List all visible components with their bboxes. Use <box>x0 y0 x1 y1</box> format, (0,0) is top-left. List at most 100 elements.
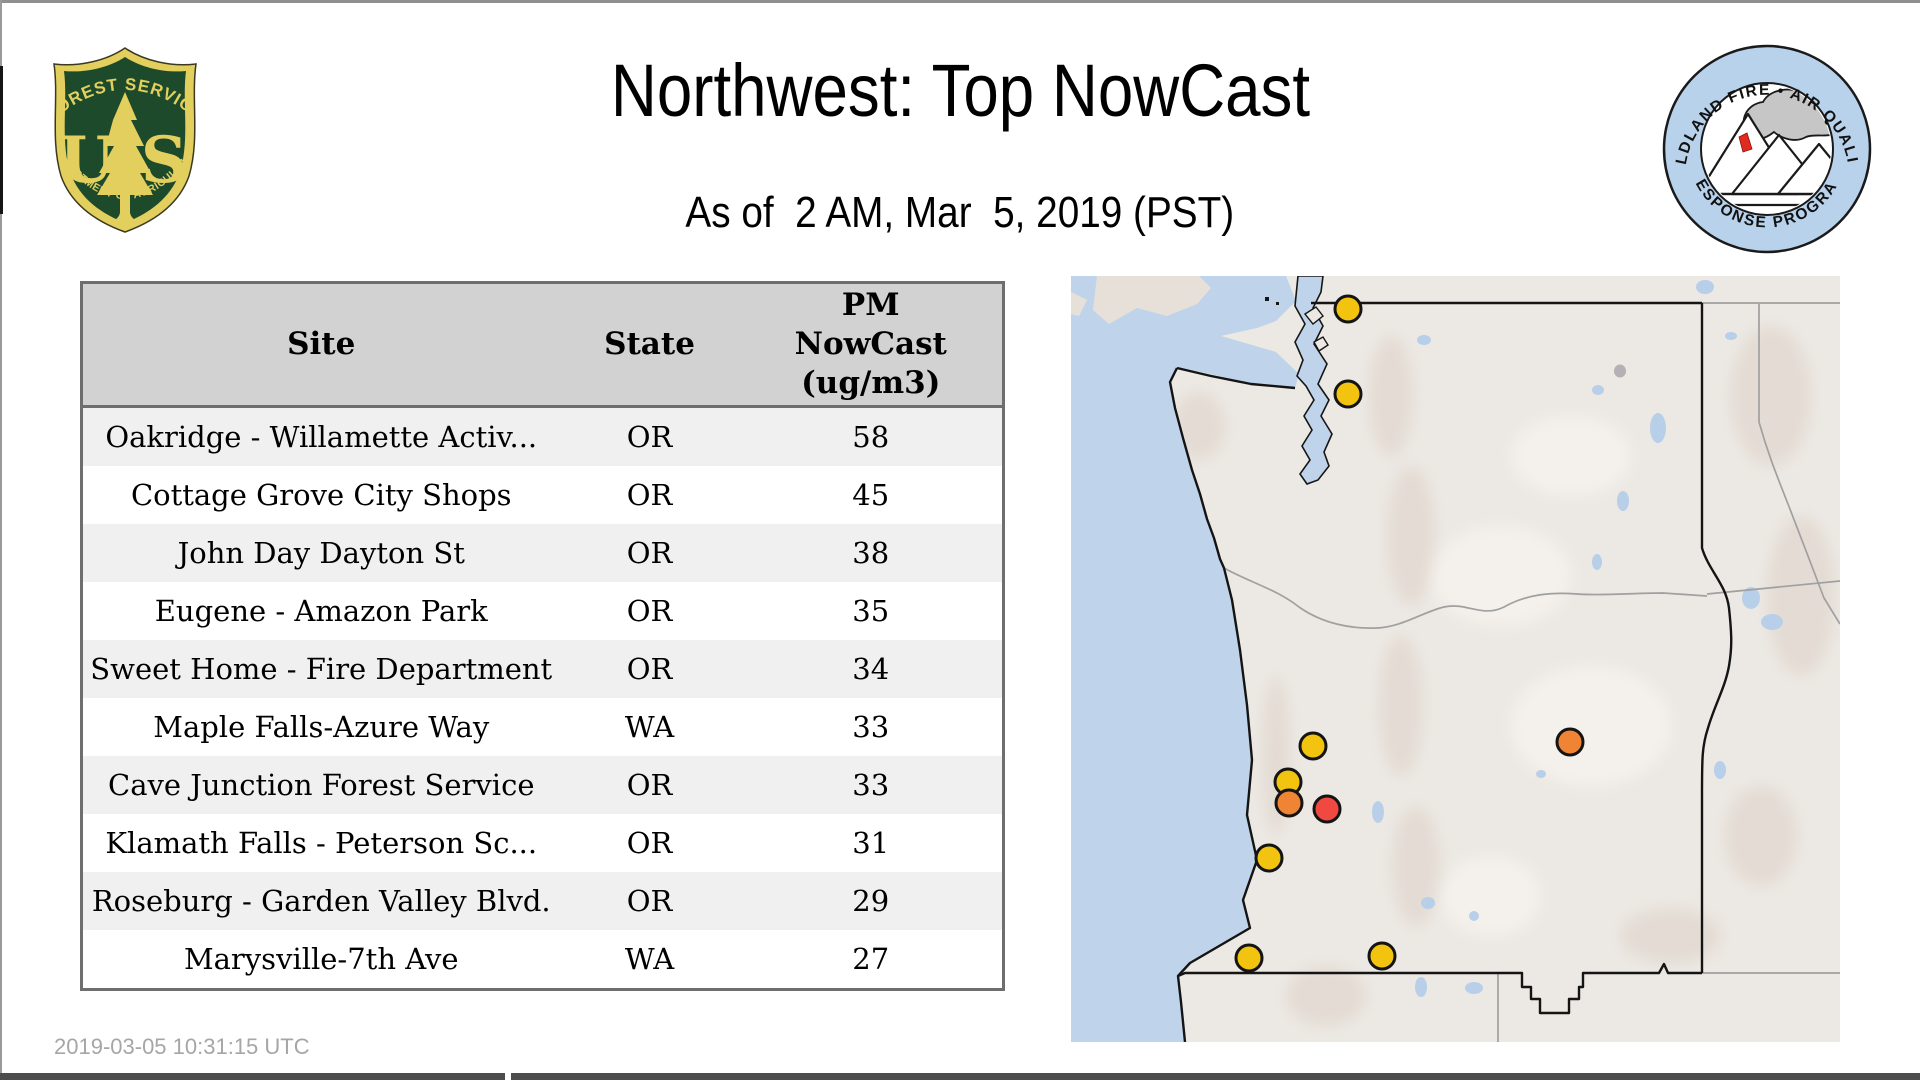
monitor-dot-yellow <box>1636 342 1648 355</box>
page-subtitle: As of 2 AM, Mar 5, 2019 (PST) <box>685 188 1235 237</box>
monitor-dot-green <box>1561 531 1573 544</box>
monitor-dot-green <box>1541 476 1553 489</box>
value-cell: 33 <box>852 768 890 802</box>
monitor-dot-green <box>1315 616 1327 629</box>
top-site-marker <box>1333 379 1363 409</box>
table-row: Roseburg - Garden Valley Blvd. OR 29 <box>81 872 1004 930</box>
monitor-dot-green <box>1288 630 1300 643</box>
monitor-dot-yellow <box>1560 816 1572 829</box>
table-header-row: Site State PM NowCast (ug/m3) <box>81 282 1004 408</box>
monitor-dot-green <box>1282 718 1294 731</box>
monitor-dot-yellow <box>1342 462 1354 475</box>
monitor-dot-green <box>1603 475 1615 488</box>
monitor-dot-green <box>1673 515 1685 528</box>
puget-sound-water <box>1294 276 1333 485</box>
top-site-marker <box>1312 794 1342 824</box>
monitor-dot-green <box>1287 380 1299 393</box>
monitor-dot-green <box>1303 606 1315 619</box>
monitor-dot-green <box>1655 539 1667 552</box>
top-site-marker <box>1234 943 1264 973</box>
state-cell: OR <box>626 420 673 454</box>
monitor-dot-green <box>1309 433 1321 446</box>
monitor-dot-yellow <box>1458 528 1470 541</box>
value-cell: 29 <box>852 884 890 918</box>
top-site-marker <box>1333 294 1363 324</box>
monitor-dot-yellow <box>1470 550 1482 563</box>
monitor-dot-yellow <box>1525 355 1537 368</box>
top-site-marker <box>1298 731 1328 761</box>
value-cell: 45 <box>852 478 890 512</box>
monitor-dot-yellow <box>1671 840 1683 853</box>
window-left-edge-dark <box>0 66 3 214</box>
page-title: Northwest: Top NowCast <box>610 49 1310 132</box>
monitor-dot-yellow <box>1468 950 1480 963</box>
island-small <box>1071 292 1087 316</box>
monitor-dot-green <box>1379 368 1391 381</box>
monitor-dot-yellow <box>1641 701 1653 714</box>
monitor-dot-green <box>1490 408 1502 421</box>
table-row: Cottage Grove City Shops OR 45 <box>81 466 1004 524</box>
monitor-dot-green <box>1435 748 1447 761</box>
generated-timestamp: 2019-03-05 10:31:15 UTC <box>54 1034 310 1059</box>
table-row: Maple Falls-Azure Way WA 33 <box>81 698 1004 756</box>
pine-tree-icon <box>97 92 153 223</box>
monitor-dot-green <box>1339 450 1351 463</box>
state-borders <box>1168 301 1733 1042</box>
monitor-dot-yellow <box>1265 925 1277 938</box>
top-site-marker <box>1274 788 1304 818</box>
monitor-dot-yellow <box>1301 486 1313 499</box>
monitor-dot-green <box>1637 505 1649 518</box>
monitor-dot-yellow <box>1671 423 1683 436</box>
secondary-borders <box>1223 302 1840 1042</box>
site-cell: Cottage Grove City Shops <box>130 478 512 512</box>
forest-service-logo-icon: FOREST SERVICE U S DEPARTMENT OF AGRICUL… <box>42 44 197 233</box>
map-ocean <box>1071 276 1299 1042</box>
northwest-air-quality-map <box>1071 276 1840 1042</box>
column-header-state: State <box>559 282 740 408</box>
monitor-dot-green <box>1342 433 1354 446</box>
window-left-edge <box>0 0 2 1080</box>
monitor-dot-green <box>1269 721 1281 734</box>
monitor-dot-green <box>1630 404 1642 417</box>
site-cell: Maple Falls-Azure Way <box>153 710 490 744</box>
site-cell: Klamath Falls - Peterson Sc... <box>105 826 538 860</box>
monitor-dot-yellow <box>1635 901 1647 914</box>
table-row: Klamath Falls - Peterson Sc... OR 31 <box>81 814 1004 872</box>
vancouver-island <box>1093 276 1211 324</box>
table-row: Cave Junction Forest Service OR 33 <box>81 756 1004 814</box>
window-bottom-bar <box>0 1073 505 1080</box>
monitor-dot-green <box>1309 950 1321 963</box>
state-cell: OR <box>626 826 673 860</box>
state-cell: OR <box>626 594 673 628</box>
monitor-dot-green <box>1329 355 1341 368</box>
window-bottom-bar <box>511 1073 1920 1080</box>
state-cell: OR <box>626 478 673 512</box>
monitor-dot-green <box>1415 717 1427 730</box>
basemap <box>1071 276 1840 1042</box>
state-cell: WA <box>624 710 675 744</box>
site-cell: Sweet Home - Fire Department <box>90 652 553 686</box>
monitor-dot-green <box>1291 522 1303 535</box>
top-site-marker <box>1254 843 1284 873</box>
monitor-dot-green <box>1562 377 1574 390</box>
top-site-marker <box>1367 941 1397 971</box>
monitor-dot-green <box>1367 442 1379 455</box>
value-cell: 38 <box>852 536 890 570</box>
fire-mark-icon <box>1738 132 1753 153</box>
window-top-edge <box>0 0 1920 3</box>
site-cell: Cave Junction Forest Service <box>108 768 535 802</box>
monitor-dot-green <box>1319 322 1331 335</box>
monitor-dot-green <box>1314 302 1326 315</box>
terrain-shading <box>1071 280 1835 1026</box>
column-header-site: Site <box>81 282 560 408</box>
monitor-dot-green <box>1176 368 1188 381</box>
monitor-dot-green <box>1485 358 1497 371</box>
lakes <box>1372 280 1783 997</box>
monitor-dot-green <box>1272 941 1284 954</box>
monitor-dot-green <box>1408 623 1420 636</box>
monitor-dot-yellow <box>1299 381 1311 394</box>
table-row: Eugene - Amazon Park OR 35 <box>81 582 1004 640</box>
monitor-dot-green <box>1455 489 1467 502</box>
monitor-dot-green <box>1305 643 1317 656</box>
state-cell: OR <box>626 768 673 802</box>
